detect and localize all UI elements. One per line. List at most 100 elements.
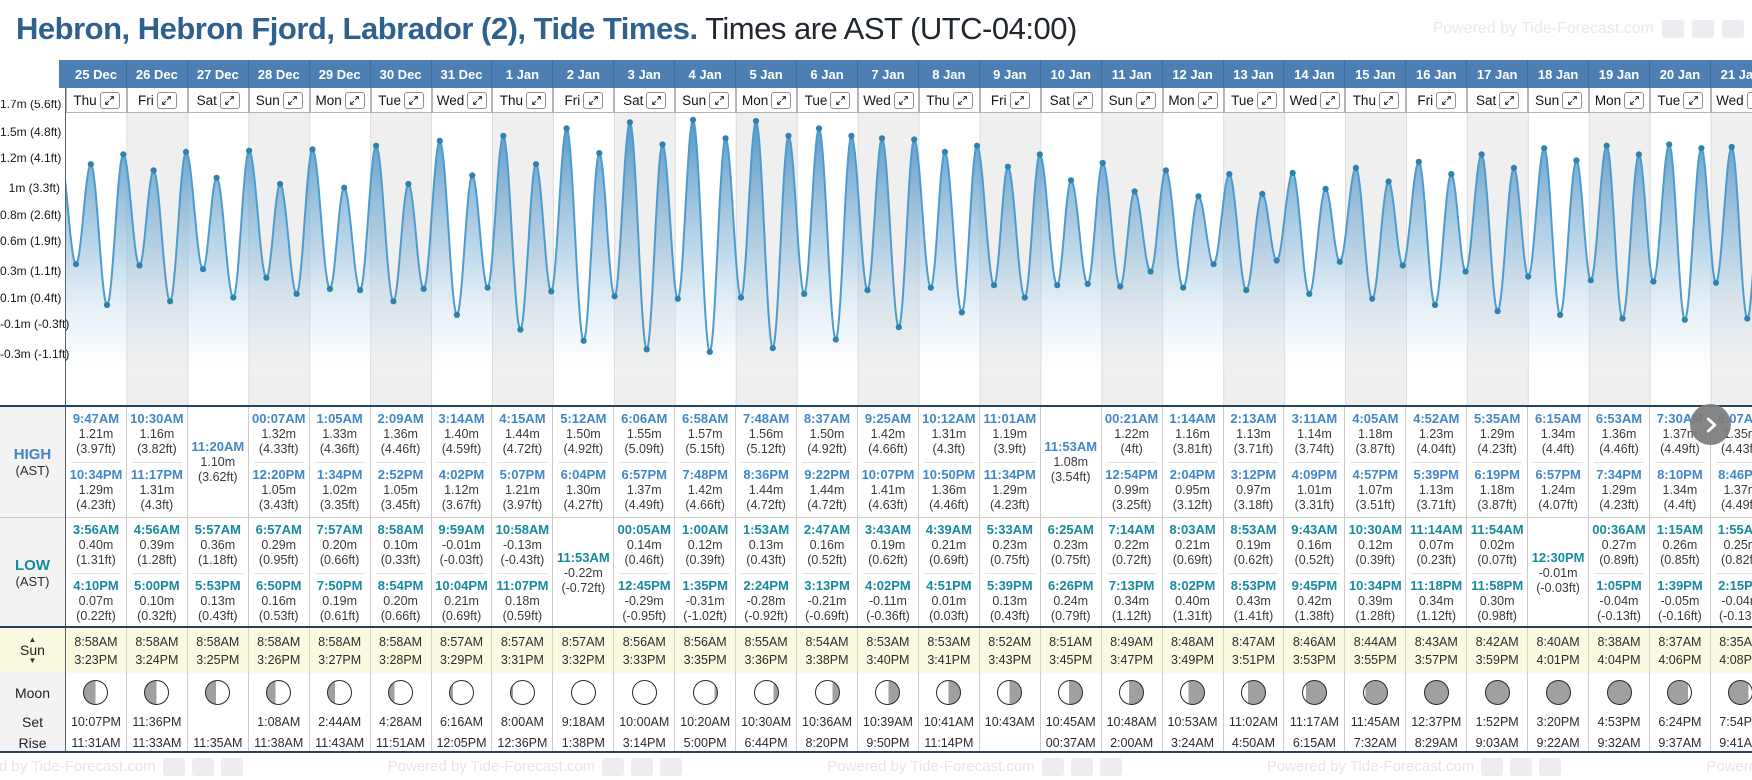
social-icon	[1099, 757, 1122, 776]
tide-height-m: 0.02m	[1479, 538, 1515, 553]
tide-height-m: 0.10m	[139, 593, 175, 608]
moon-phase-cell	[1284, 673, 1346, 712]
social-icon	[191, 757, 214, 776]
tide-height-m: 1.29m	[1601, 482, 1637, 497]
moonset-time: 12:37PM	[1406, 712, 1468, 732]
tide-height-m: 1.13m	[1418, 482, 1454, 497]
date-header-cell: 29 Dec	[309, 60, 371, 88]
expand-day-button[interactable]	[282, 92, 303, 109]
weekday-cell: Sun	[1528, 88, 1590, 113]
moonset-time: 10:45AM	[1040, 712, 1102, 732]
expand-day-button[interactable]	[344, 92, 365, 109]
high-tide-cell: 2:13AM 1.13m (3.71ft) 3:12PM 0.97m (3.18ft)	[1223, 407, 1285, 518]
moon-phase-cell	[1040, 673, 1102, 712]
expand-day-button[interactable]	[1624, 92, 1645, 109]
weekday-label: Sat	[1049, 93, 1070, 108]
tide-event: 1:00AM 0.12m (0.39ft)	[675, 518, 735, 573]
low-tide-cell: 6:25AM 0.23m (0.75ft) 6:26PM 0.24m (0.79ft)	[1040, 518, 1102, 628]
low-tide-cell: 7:14AM 0.22m (0.72ft) 7:13PM 0.34m (1.12ft)	[1101, 518, 1163, 628]
tide-height-m: 1.41m	[870, 482, 906, 497]
moonrise-time: 9:03AM	[1467, 732, 1529, 753]
expand-day-button[interactable]	[99, 92, 120, 109]
sun-times-cell: 8:37AM 4:06PM	[1649, 628, 1711, 673]
chart-day-band	[1406, 113, 1467, 407]
weekday-label: Sun	[682, 93, 707, 108]
sun-down-arrow-icon[interactable]: ▼	[28, 656, 37, 665]
low-tide-cell: 5:33AM 0.23m (0.75ft) 5:39PM 0.13m (0.43ft)	[979, 518, 1041, 628]
tide-height-ft: (0.62ft)	[1233, 553, 1274, 568]
expand-day-button[interactable]	[1746, 92, 1752, 109]
expand-day-button[interactable]	[709, 92, 730, 109]
date-header-cell: 18 Jan	[1528, 60, 1590, 88]
moonrise-time: 9:22AM	[1528, 732, 1590, 753]
sun-times-cell: 8:53AM 3:40PM	[857, 628, 919, 673]
expand-day-button[interactable]	[771, 92, 792, 109]
expand-day-button[interactable]	[1197, 92, 1218, 109]
tide-height-ft: (3.87ft)	[1355, 442, 1396, 457]
weekday-cell: Wed	[431, 88, 493, 113]
tide-height-ft: (0.69ft)	[929, 553, 969, 568]
expand-day-button[interactable]	[156, 92, 177, 109]
expand-day-button[interactable]	[1436, 92, 1457, 109]
expand-day-button[interactable]	[1320, 92, 1341, 109]
low-tide-cell: 4:39AM 0.21m (0.69ft) 4:51PM 0.01m (0.03ft)	[918, 518, 980, 629]
rise-label: Rise	[18, 734, 47, 751]
moonset-time: 10:00AM	[614, 712, 676, 732]
tide-event: 00:21AM 1.22m (4ft)	[1102, 407, 1162, 462]
sun-up-arrow-icon[interactable]: ▲	[28, 635, 37, 644]
tide-event: 00:05AM 0.14m (0.46ft)	[614, 518, 674, 573]
expand-day-button[interactable]	[1135, 92, 1156, 109]
expand-day-button[interactable]	[583, 92, 604, 109]
next-days-button[interactable]	[1690, 404, 1731, 445]
low-tide-cell: 1:00AM 0.12m (0.39ft) 1:35PM -0.31m (-1.02ft)	[675, 518, 737, 628]
moon-phase-cell	[431, 673, 493, 712]
expand-day-button[interactable]	[1072, 92, 1093, 109]
weekday-cell: Fri	[553, 88, 615, 113]
tide-time: 1:35PM	[682, 577, 728, 593]
tide-event: 8:53AM 0.19m (0.62ft)	[1224, 518, 1284, 573]
expand-day-button[interactable]	[403, 92, 424, 109]
chart-day-band	[1528, 113, 1589, 407]
tide-time: 2:52PM	[377, 466, 424, 482]
moonrise-time: 9:37AM	[1649, 732, 1711, 753]
expand-arrows-icon	[225, 96, 235, 105]
social-icon	[1692, 20, 1714, 38]
expand-day-button[interactable]	[1683, 92, 1704, 109]
expand-day-button[interactable]	[1499, 92, 1520, 109]
sunset-time: 3:27PM	[318, 652, 362, 667]
watermark-text: Powered by Tide-Forecast.com	[827, 758, 1035, 775]
tide-time: 10:30AM	[130, 411, 184, 427]
tide-time: 2:13AM	[1230, 411, 1277, 427]
tide-height-ft: (0.59ft)	[502, 608, 543, 623]
expand-day-button[interactable]	[1256, 92, 1277, 109]
tide-time: 00:21AM	[1104, 411, 1159, 427]
moonrise-time: 2:00AM	[1101, 732, 1163, 753]
watermark-bottom-strip: Powered by Tide-Forecast.com Powered by T…	[0, 753, 1752, 780]
day-column: 3 Jan Sat 6:06AM 1.55m (5.09ft) 6:57PM 1.37m (4…	[614, 60, 676, 753]
sunset-time: 3:28PM	[379, 652, 423, 667]
tide-event: 4:51PM 0.01m (0.03ft)	[923, 572, 974, 629]
expand-day-button[interactable]	[219, 92, 240, 109]
tide-event: 4:02PM -0.11m (-0.36ft)	[862, 572, 913, 629]
tide-height-m: 1.05m	[383, 482, 418, 497]
tide-time: 7:48PM	[682, 466, 728, 482]
expand-day-button[interactable]	[467, 92, 488, 109]
expand-arrows-icon	[1384, 96, 1394, 105]
expand-day-button[interactable]	[1562, 92, 1583, 109]
moon-phase-cell	[1649, 673, 1711, 712]
tide-height-m: 0.16m	[809, 538, 845, 553]
expand-day-button[interactable]	[1009, 92, 1030, 109]
expand-day-button[interactable]	[1378, 92, 1399, 109]
tide-event: 4:56AM 0.39m (1.28ft)	[127, 518, 187, 573]
weekday-label: Sat	[1476, 93, 1497, 108]
tide-time: 11:07PM	[496, 577, 549, 593]
expand-day-button[interactable]	[893, 92, 914, 109]
expand-day-button[interactable]	[646, 92, 667, 109]
day-column: 2 Jan Fri 5:12AM 1.50m (4.92ft) 6:04PM 1.30m (4…	[553, 60, 615, 753]
tide-height-m: 0.97m	[1236, 482, 1271, 497]
expand-day-button[interactable]	[952, 92, 973, 109]
expand-day-button[interactable]	[526, 92, 547, 109]
tide-height-m: 0.12m	[1357, 538, 1393, 553]
expand-day-button[interactable]	[830, 92, 851, 109]
